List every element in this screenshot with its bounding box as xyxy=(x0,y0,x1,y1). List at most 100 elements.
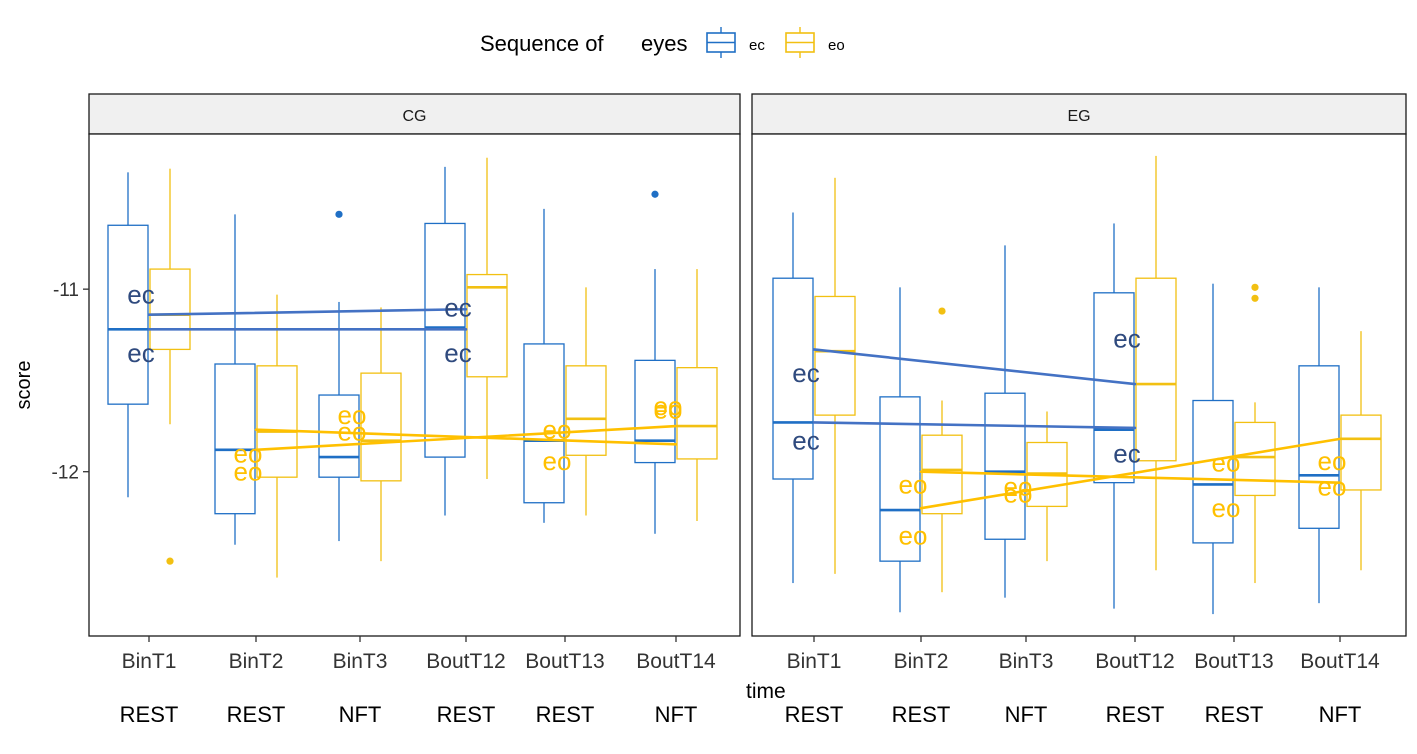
box-body xyxy=(1340,414,1382,491)
legend-title: eyes xyxy=(641,31,687,56)
trend-line-ec xyxy=(147,307,468,317)
y-axis-title: score xyxy=(13,361,35,410)
box-cg-ec-bint3 xyxy=(318,210,360,542)
box-body xyxy=(634,359,676,464)
point-label-eo: eo xyxy=(1004,479,1033,509)
box-eg-eo-boutt13 xyxy=(1234,283,1276,584)
point-label-eo: eo xyxy=(338,417,367,447)
box-eg-ec-boutt13 xyxy=(1192,283,1234,615)
point-label-ec: ec xyxy=(1113,438,1140,468)
outlier-point xyxy=(938,307,946,315)
x-tick-label: BinT3 xyxy=(999,650,1054,673)
condition-label: REST xyxy=(1205,702,1264,727)
facet-strip-eg xyxy=(751,93,1407,135)
y-tick-label: -12 xyxy=(52,463,79,484)
outlier-point xyxy=(1251,294,1259,302)
point-label-eo: eo xyxy=(234,438,263,468)
box-body xyxy=(879,396,921,562)
x-tick-label: BoutT12 xyxy=(1095,650,1174,673)
point-label-eo: eo xyxy=(654,391,683,421)
condition-label: REST xyxy=(120,702,179,727)
x-tick-label: BoutT14 xyxy=(1300,650,1380,673)
box-cg-eo-boutt12 xyxy=(466,157,508,480)
facet-label-cg: CG xyxy=(403,108,427,125)
x-tick-label: BinT2 xyxy=(894,650,949,673)
point-label-eo: eo xyxy=(1212,448,1241,478)
legend-label-eo: eo xyxy=(828,37,845,54)
box-cg-eo-boutt13 xyxy=(565,287,607,516)
box-cg-eo-bint3 xyxy=(360,307,402,562)
x-tick-label: BoutT13 xyxy=(525,650,604,673)
facet-panels: CGececececeoeoeoeoeoeoeoeo-11-12EGececec… xyxy=(52,93,1407,637)
condition-label: REST xyxy=(892,702,951,727)
point-label-eo: eo xyxy=(338,400,367,430)
point-label-eo: eo xyxy=(234,457,263,487)
point-label-ec: ec xyxy=(444,338,471,368)
point-label-eo: eo xyxy=(1004,471,1033,501)
box-cg-ec-boutt12 xyxy=(424,166,466,516)
facet-label-eg: EG xyxy=(1067,108,1090,125)
box-eg-ec-bint3 xyxy=(984,245,1026,598)
box-body xyxy=(1093,292,1135,484)
point-label-eo: eo xyxy=(654,395,683,425)
point-label-eo: eo xyxy=(543,415,572,445)
point-label-ec: ec xyxy=(792,358,819,388)
box-body xyxy=(214,363,256,515)
box-eg-eo-bint2 xyxy=(921,307,963,593)
box-eg-ec-boutt12 xyxy=(1093,223,1135,609)
point-label-ec: ec xyxy=(444,292,471,322)
box-body xyxy=(318,394,360,478)
point-label-eo: eo xyxy=(899,469,928,499)
box-cg-eo-boutt14 xyxy=(676,269,718,521)
legend-title-prefix: Sequence of xyxy=(480,31,604,56)
box-eg-ec-bint1 xyxy=(772,212,814,584)
box-body xyxy=(1298,365,1340,529)
legend-label-ec: ec xyxy=(749,37,765,54)
box-eg-eo-boutt14 xyxy=(1340,331,1382,571)
box-body xyxy=(565,365,607,456)
facet-strip-cg xyxy=(88,93,741,135)
box-eg-ec-bint2 xyxy=(879,287,921,613)
x-tick-label: BoutT13 xyxy=(1194,650,1273,673)
box-cg-ec-bint2 xyxy=(214,214,256,545)
condition-label: REST xyxy=(227,702,286,727)
point-label-ec: ec xyxy=(127,280,154,310)
trend-line-eo xyxy=(919,470,1342,484)
condition-label: REST xyxy=(785,702,844,727)
outlier-point xyxy=(335,210,343,218)
box-body xyxy=(424,222,466,458)
outlier-point xyxy=(166,557,174,565)
box-body xyxy=(984,392,1026,540)
condition-label: REST xyxy=(437,702,496,727)
point-label-ec: ec xyxy=(1113,323,1140,353)
legend-keys: ec eo xyxy=(706,27,845,58)
box-body xyxy=(921,434,963,515)
outlier-point xyxy=(651,190,659,198)
box-body xyxy=(1135,277,1177,462)
condition-label: NFT xyxy=(339,702,382,727)
plot-area-cg xyxy=(88,133,741,637)
box-body xyxy=(360,372,402,482)
box-cg-ec-boutt14 xyxy=(634,190,676,534)
box-body xyxy=(149,268,191,351)
box-body xyxy=(814,295,856,416)
trend-line-ec xyxy=(812,348,1137,386)
trend-line-ec xyxy=(812,421,1137,430)
condition-label: NFT xyxy=(655,702,698,727)
point-label-eo: eo xyxy=(543,446,572,476)
point-label-eo: eo xyxy=(1212,493,1241,523)
trend-line-eo xyxy=(254,428,678,446)
box-eg-eo-boutt12 xyxy=(1135,155,1177,571)
x-tick-label: BinT2 xyxy=(229,650,284,673)
legend: Sequence of eyes ec eo xyxy=(480,27,845,58)
x-tick-label: BoutT12 xyxy=(426,650,505,673)
x-tick-label: BinT1 xyxy=(122,650,177,673)
condition-label: REST xyxy=(1106,702,1165,727)
y-tick-label: -11 xyxy=(53,280,79,301)
x-axis: BinT1 REST BinT2 REST BinT3 NFT BoutT12 REST Bou… xyxy=(120,636,1380,727)
box-body xyxy=(256,365,298,478)
x-axis-title: time xyxy=(746,680,786,703)
